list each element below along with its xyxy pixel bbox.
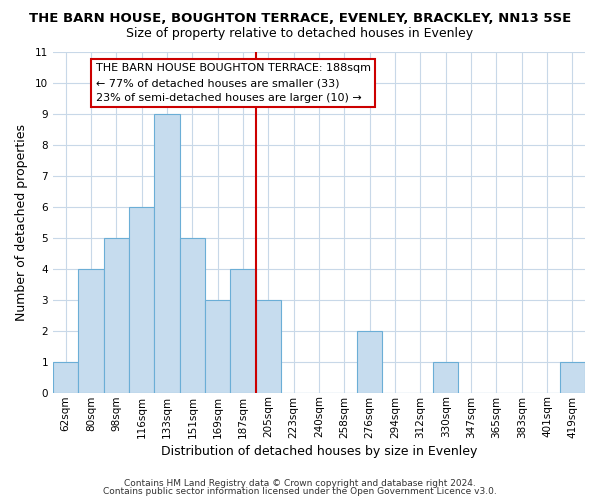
Bar [256,300,281,392]
Text: Size of property relative to detached houses in Evenley: Size of property relative to detached ho… [127,28,473,40]
Bar [433,362,458,392]
Bar [129,206,154,392]
Text: THE BARN HOUSE, BOUGHTON TERRACE, EVENLEY, BRACKLEY, NN13 5SE: THE BARN HOUSE, BOUGHTON TERRACE, EVENLE… [29,12,571,26]
Bar [230,268,256,392]
Text: Contains HM Land Registry data © Crown copyright and database right 2024.: Contains HM Land Registry data © Crown c… [124,478,476,488]
Bar [79,268,104,392]
Bar [357,330,382,392]
Text: THE BARN HOUSE BOUGHTON TERRACE: 188sqm
← 77% of detached houses are smaller (33: THE BARN HOUSE BOUGHTON TERRACE: 188sqm … [95,64,371,103]
Bar [560,362,585,392]
Bar [53,362,79,392]
Bar [104,238,129,392]
X-axis label: Distribution of detached houses by size in Evenley: Distribution of detached houses by size … [161,444,477,458]
Text: Contains public sector information licensed under the Open Government Licence v3: Contains public sector information licen… [103,487,497,496]
Y-axis label: Number of detached properties: Number of detached properties [15,124,28,320]
Bar [180,238,205,392]
Bar [154,114,180,392]
Bar [205,300,230,392]
